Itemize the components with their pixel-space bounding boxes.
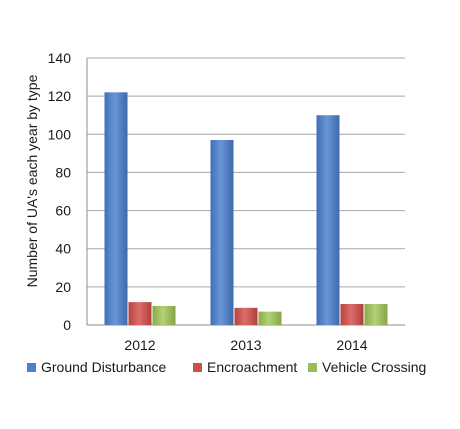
y-tick-label: 80 <box>55 164 71 180</box>
y-tick-label: 100 <box>48 126 72 142</box>
legend-label-vehicle-crossing: Vehicle Crossing <box>322 359 426 375</box>
legend-label-encroachment: Encroachment <box>207 359 297 375</box>
x-tick-label: 2012 <box>124 337 155 353</box>
legend-swatch-encroachment <box>193 363 202 372</box>
legend-swatch-ground-disturbance <box>27 363 36 372</box>
bar-vehicle-crossing-2014 <box>364 304 388 325</box>
y-tick-label: 120 <box>48 88 72 104</box>
y-tick-label: 40 <box>55 241 71 257</box>
y-tick-label: 20 <box>55 279 71 295</box>
x-tick-label: 2014 <box>336 337 367 353</box>
bar-ground-disturbance-2013 <box>210 140 234 325</box>
y-tick-label: 60 <box>55 203 71 219</box>
y-tick-label: 0 <box>63 317 71 333</box>
legend: Ground Disturbance Encroachment Vehicle Cr… <box>27 359 426 375</box>
y-axis-label: Number of UA's each year by type <box>24 74 40 287</box>
bar-vehicle-crossing-2013 <box>258 311 282 325</box>
bar-ground-disturbance-2014 <box>316 115 340 325</box>
bar-encroachment-2014 <box>340 304 364 325</box>
bar-encroachment-2012 <box>128 302 152 325</box>
plot-area: 0 20 40 60 80 100 120 140 2012 2013 2014 <box>48 50 405 353</box>
bar-ground-disturbance-2012 <box>104 92 128 325</box>
bar-vehicle-crossing-2012 <box>152 305 176 325</box>
legend-swatch-vehicle-crossing <box>308 363 317 372</box>
y-tick-label: 140 <box>48 50 72 66</box>
bar-encroachment-2013 <box>234 307 258 325</box>
x-tick-label: 2013 <box>230 337 261 353</box>
legend-label-ground-disturbance: Ground Disturbance <box>41 359 167 375</box>
